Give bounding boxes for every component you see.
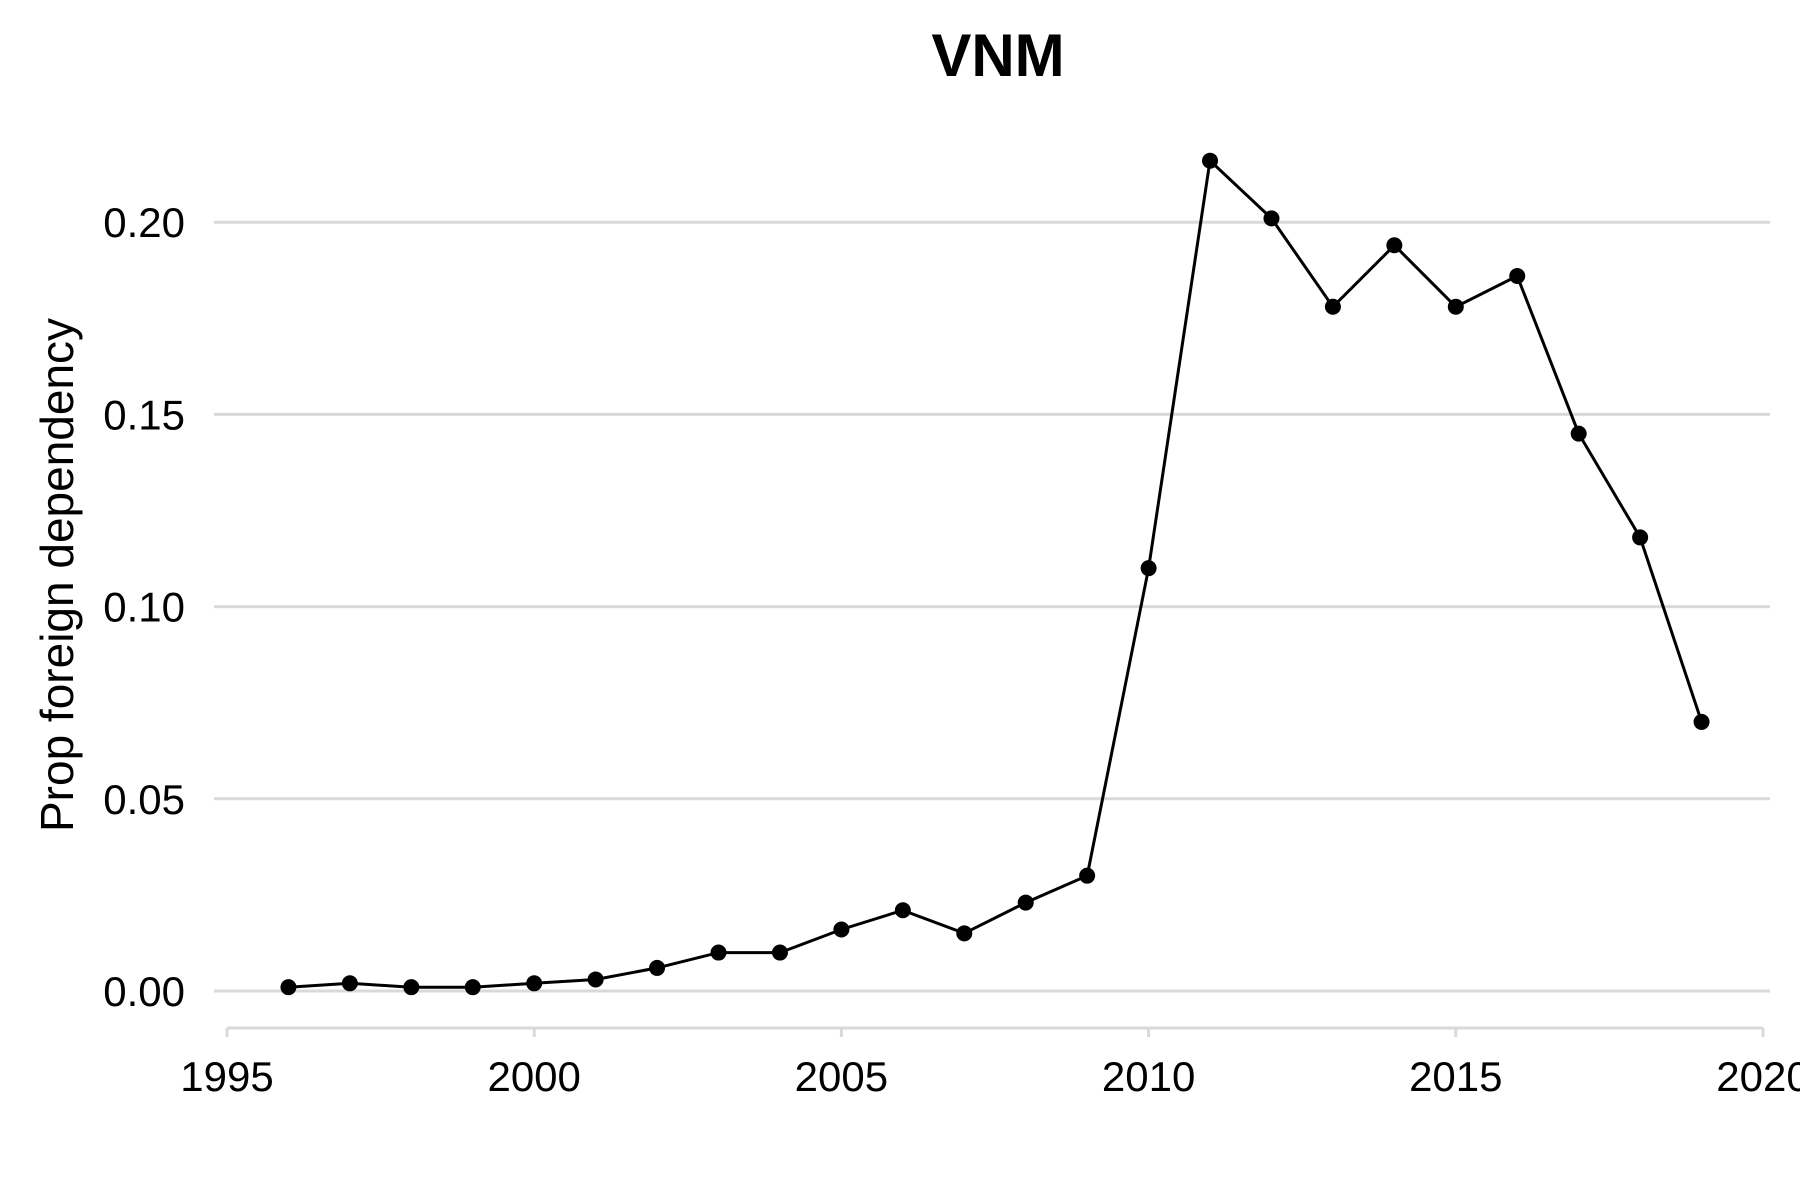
data-point — [1447, 298, 1464, 315]
x-tick-label: 2015 — [1409, 1053, 1502, 1100]
x-tick-label: 2005 — [795, 1053, 888, 1100]
data-point — [1386, 237, 1403, 254]
data-point — [894, 902, 911, 919]
x-tick-label: 1995 — [180, 1053, 273, 1100]
data-point — [1632, 529, 1649, 546]
data-point — [649, 959, 666, 976]
data-point — [464, 979, 481, 996]
data-point — [956, 925, 973, 942]
data-point — [1140, 560, 1157, 577]
data-point — [1017, 894, 1034, 911]
data-point — [1324, 298, 1341, 315]
data-point — [1693, 713, 1710, 730]
x-tick-label: 2020 — [1716, 1053, 1800, 1100]
data-point — [526, 975, 543, 992]
y-axis-label: Prop foreign dependency — [31, 318, 83, 832]
x-axis: 1995 2000 2005 2010 2015 2020 — [180, 1026, 1800, 1100]
data-point — [1570, 425, 1587, 442]
data-point — [403, 979, 420, 996]
y-tick-label: 0.00 — [103, 968, 185, 1015]
data-point — [341, 975, 358, 992]
data-point — [1263, 210, 1280, 227]
data-point — [710, 944, 727, 961]
gridlines — [214, 220, 1770, 993]
y-tick-label: 0.15 — [103, 391, 185, 438]
data-point — [1079, 867, 1096, 884]
y-axis-ticks: 0.00 0.05 0.10 0.15 0.20 — [103, 199, 185, 1015]
y-tick-label: 0.20 — [103, 199, 185, 246]
data-point — [771, 944, 788, 961]
data-point — [1202, 152, 1219, 169]
data-point — [280, 979, 297, 996]
data-point — [1509, 268, 1526, 285]
data-point — [833, 921, 850, 938]
series-line — [288, 157, 1704, 989]
y-tick-label: 0.05 — [103, 776, 185, 823]
series-layer — [280, 152, 1710, 996]
x-tick-label: 2010 — [1102, 1053, 1195, 1100]
data-point — [587, 971, 604, 988]
chart-title: VNM — [931, 22, 1064, 89]
x-tick-label: 2000 — [487, 1053, 580, 1100]
y-tick-label: 0.10 — [103, 584, 185, 631]
